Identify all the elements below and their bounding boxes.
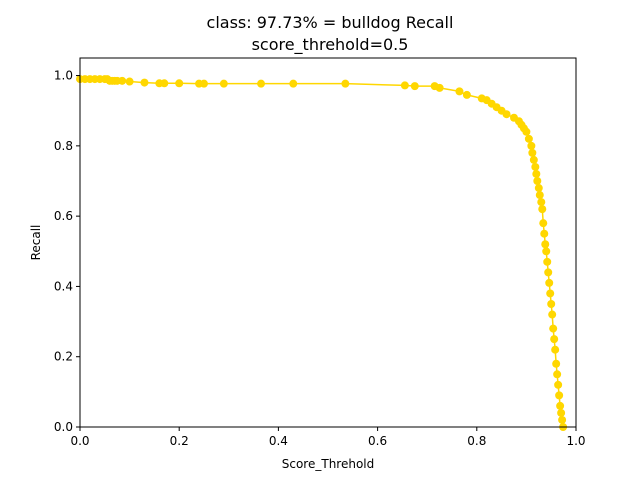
data-point — [542, 247, 551, 256]
data-point — [539, 219, 548, 228]
data-point — [219, 79, 228, 88]
data-point — [531, 162, 540, 171]
data-point — [540, 229, 549, 238]
data-point — [524, 134, 533, 143]
data-point — [557, 408, 566, 417]
data-point — [529, 155, 538, 164]
data-point — [455, 87, 464, 96]
data-point — [535, 191, 544, 200]
data-point — [125, 77, 134, 86]
data-point — [544, 268, 553, 277]
plot-frame — [79, 57, 577, 428]
data-point — [552, 359, 561, 368]
chart-title-line-1: class: 97.73% = bulldog Recall — [207, 13, 454, 32]
data-point — [538, 205, 547, 214]
x-tick-label: 0.8 — [467, 434, 486, 448]
data-point — [532, 169, 541, 178]
data-point — [537, 198, 546, 207]
data-point — [543, 257, 552, 266]
x-tick-label: 0.2 — [170, 434, 189, 448]
data-point — [528, 148, 537, 157]
y-tick-label: 0.2 — [54, 350, 73, 364]
data-point — [556, 401, 565, 410]
data-point — [140, 78, 149, 87]
data-point — [555, 391, 564, 400]
data-point — [547, 300, 556, 308]
data-point — [546, 289, 555, 298]
y-tick-label: 0.4 — [54, 279, 73, 293]
chart-title-line-2: score_threhold=0.5 — [252, 35, 409, 55]
data-point — [554, 380, 563, 389]
data-point — [289, 79, 298, 88]
data-point — [118, 76, 127, 85]
data-point — [545, 278, 554, 287]
data-point — [435, 83, 444, 92]
data-point — [550, 335, 559, 344]
data-point — [527, 141, 536, 150]
y-tick-label: 0.8 — [54, 139, 73, 153]
data-point — [548, 310, 557, 319]
y-tick-label: 0.6 — [54, 209, 73, 223]
data-point — [534, 184, 543, 193]
data-point — [400, 81, 409, 90]
data-point — [200, 79, 208, 88]
data-point — [549, 324, 558, 333]
data-point — [175, 79, 184, 88]
x-tick-label: 1.0 — [566, 434, 585, 448]
data-point — [410, 82, 419, 91]
data-point — [551, 345, 560, 354]
data-point — [257, 79, 266, 88]
data-point — [160, 79, 169, 88]
x-axis-label: Score_Threhold — [282, 457, 375, 471]
y-tick-label: 1.0 — [54, 69, 73, 83]
y-axis-label: Recall — [29, 225, 43, 261]
x-tick-label: 0.6 — [368, 434, 387, 448]
data-point — [541, 240, 550, 249]
data-point — [502, 110, 511, 119]
data-point — [341, 79, 350, 88]
data-point — [553, 370, 562, 379]
y-tick-label: 0.0 — [54, 420, 73, 434]
data-point — [462, 90, 471, 99]
x-tick-label: 0.0 — [70, 434, 89, 448]
data-point — [558, 415, 567, 424]
x-tick-label: 0.4 — [269, 434, 288, 448]
data-point — [533, 177, 542, 185]
data-point — [522, 127, 531, 136]
axis-ticks: 0.0 0.2 0.4 0.6 0.8 1.0 0.0 0.2 0.4 0.6 0.8 1.0 — [54, 69, 586, 448]
